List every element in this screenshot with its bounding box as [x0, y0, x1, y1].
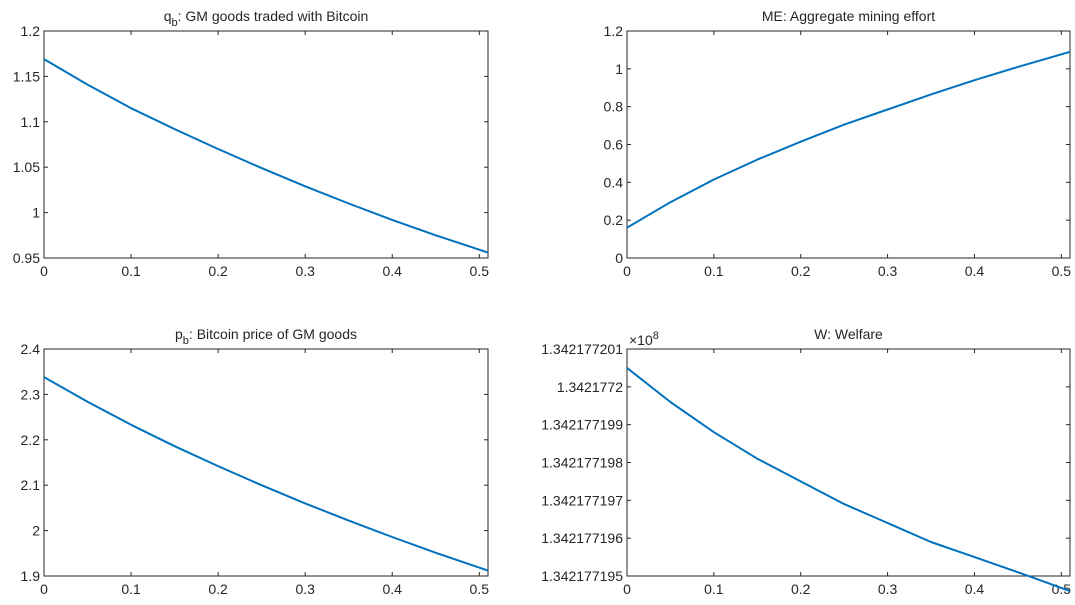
y-tick-label: 1.342177199	[541, 417, 623, 433]
title-rest: : Bitcoin price of GM goods	[189, 326, 357, 342]
y-tick-label: 1.2	[604, 23, 624, 39]
y-tick-label: 0	[615, 250, 623, 266]
title-subscript: b	[183, 335, 189, 347]
y-tick-label: 2	[32, 523, 40, 539]
y-tick-label: 2.4	[21, 341, 41, 357]
y-tick-label: 1	[32, 205, 40, 221]
exponent-label: ×108	[629, 330, 659, 348]
chart-title: qb: GM goods traded with Bitcoin	[164, 8, 369, 29]
y-tick-label: 0.6	[604, 137, 624, 153]
x-tick-label: 0.1	[121, 581, 141, 597]
series-line	[626, 50, 1071, 229]
y-tick-label: 0.2	[604, 212, 624, 228]
axes-box	[626, 30, 1071, 259]
y-tick-label: 1.342177195	[541, 568, 623, 584]
subplot-3: 0 0.1 0.2 0.3 0.4 0.5 1.9 2 2.1 2.2 2.3 2.4 pb: Bitc…	[21, 326, 490, 597]
x-tick-label: 0.3	[878, 581, 898, 597]
chart-title: W: Welfare	[814, 326, 883, 342]
y-tick-label: 0.95	[13, 250, 40, 266]
title-rest: : GM goods traded with Bitcoin	[178, 8, 369, 24]
y-tick-label: 0.8	[604, 99, 624, 115]
x-tick-label: 0.1	[704, 581, 724, 597]
x-tick-label: 0.4	[383, 581, 403, 597]
subplot-1: 0 0.1 0.2 0.3 0.4 0.5 0.95 1 1.05 1.1 1.15 1.2 qb: G…	[13, 8, 489, 279]
x-tick-label: 0	[40, 263, 48, 279]
x-tick-label: 0.3	[295, 263, 315, 279]
series-line	[626, 367, 1071, 593]
y-tick-label: 1.342177196	[541, 530, 623, 546]
series-line	[43, 376, 489, 572]
x-tick-label: 0.2	[791, 263, 811, 279]
y-tick-label: 1.9	[21, 568, 41, 584]
exponent-power: 8	[653, 330, 659, 342]
x-tick-label: 0	[623, 263, 631, 279]
x-tick-label: 0.4	[965, 263, 985, 279]
x-tick-label: 0.4	[383, 263, 403, 279]
y-tick-label: 1.1	[21, 114, 41, 130]
chart-title: ME: Aggregate mining effort	[762, 8, 935, 24]
x-tick-label: 0.2	[208, 263, 228, 279]
x-tick-label: 0.2	[791, 581, 811, 597]
y-tick-label: 1.3421772	[557, 379, 623, 395]
x-tick-label: 0.5	[470, 263, 490, 279]
axes-box	[43, 30, 489, 259]
y-tick-label: 2.3	[21, 386, 41, 402]
subplot-4: 0 0.1 0.2 0.3 0.4 0.51.3421771951.3421771961.…	[541, 326, 1071, 597]
x-tick-label: 0.5	[1052, 263, 1072, 279]
y-tick-label: 1.342177201	[541, 341, 623, 357]
x-tick-label: 0.2	[208, 581, 228, 597]
chart-title: pb: Bitcoin price of GM goods	[175, 326, 357, 347]
x-tick-label: 0	[623, 581, 631, 597]
x-tick-label: 0.5	[470, 581, 490, 597]
title-main: p	[175, 326, 183, 342]
y-tick-label: 1.342177198	[541, 455, 623, 471]
y-tick-label: 1.2	[21, 23, 41, 39]
y-tick-label: 2.2	[21, 432, 41, 448]
subplot-2: 0 0.1 0.2 0.3 0.4 0.5 0 0.2 0.4 0.6 0.8 1 1.2 ME: Agg…	[604, 8, 1072, 279]
x-tick-label: 0.3	[295, 581, 315, 597]
y-tick-label: 0.4	[604, 174, 624, 190]
exponent-base: ×10	[629, 332, 653, 348]
x-tick-label: 0.1	[704, 263, 724, 279]
y-tick-label: 1.05	[13, 159, 40, 175]
x-tick-label: 0.1	[121, 263, 141, 279]
y-tick-label: 1.342177197	[541, 492, 623, 508]
x-tick-label: 0.4	[965, 581, 985, 597]
axes-box	[43, 348, 489, 577]
y-tick-label: 1	[615, 61, 623, 77]
y-tick-label: 2.1	[21, 477, 41, 493]
axes-box	[626, 348, 1071, 577]
x-tick-label: 0.3	[878, 263, 898, 279]
title-subscript: b	[172, 17, 178, 29]
x-tick-label: 0	[40, 581, 48, 597]
y-tick-label: 1.15	[13, 68, 40, 84]
title-main: q	[164, 8, 172, 24]
series-line	[43, 58, 489, 254]
